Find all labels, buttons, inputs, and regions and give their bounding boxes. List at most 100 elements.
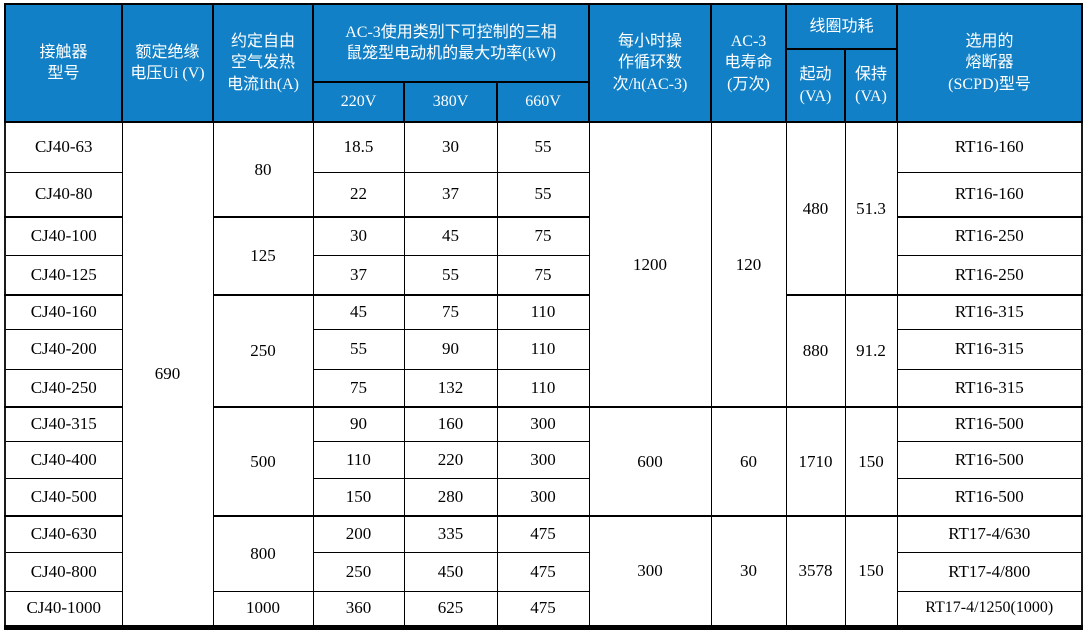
kw220-cell: 30: [312, 216, 405, 256]
fuse-cell: RT16-315: [896, 368, 1083, 408]
fuse-cell: RT16-500: [896, 477, 1083, 517]
coil-start-cell: 3578: [785, 515, 846, 628]
kw660-cell: 55: [496, 121, 590, 173]
model-cell: CJ40-63: [4, 121, 123, 173]
kw380-cell: 450: [403, 551, 498, 592]
table-row: CJ40-800 250 450 475 RT17-4/800: [4, 551, 1083, 592]
table-row: CJ40-160 250 45 75 110 880 91.2 RT16-315: [4, 294, 1083, 408]
ith-cell: 125: [212, 216, 314, 296]
model-cell: CJ40-100: [4, 216, 123, 256]
kw660-cell: 110: [496, 294, 590, 330]
kw660-cell: 55: [496, 171, 590, 218]
kw380-cell: 75: [403, 294, 498, 330]
ui-cell: 690: [121, 121, 214, 628]
model-cell: CJ40-500: [4, 477, 123, 517]
table-row: CJ40-500 150 280 300 RT16-500: [4, 477, 1083, 517]
kw380-cell: 625: [403, 590, 498, 628]
kw660-cell: 300: [496, 440, 590, 479]
ith-cell: 1000: [212, 590, 314, 628]
kw380-cell: 55: [403, 254, 498, 296]
kw380-cell: 37: [403, 171, 498, 218]
header-coil-start: 起动 (VA): [785, 48, 846, 123]
model-cell: CJ40-630: [4, 515, 123, 553]
kw220-cell: 200: [312, 515, 405, 553]
kw660-cell: 300: [496, 477, 590, 517]
header-rated-insulation-voltage: 额定绝缘 电压Ui (V): [121, 3, 214, 123]
model-cell: CJ40-160: [4, 294, 123, 330]
table-row: CJ40-125 37 55 75 RT16-250: [4, 254, 1083, 296]
kw220-cell: 37: [312, 254, 405, 296]
table-row: CJ40-1000 1000 360 625 475 RT17-4/1250(1…: [4, 590, 1083, 628]
header-ac3-max-power-group: AC-3使用类别下可控制的三相 鼠笼型电动机的最大功率(kW): [312, 3, 590, 83]
model-cell: CJ40-250: [4, 368, 123, 408]
cycles-cell: 1200: [588, 121, 712, 408]
coil-hold-cell: 51.3: [844, 121, 898, 296]
kw380-cell: 30: [403, 121, 498, 173]
ith-cell: 80: [212, 121, 314, 218]
kw220-cell: 18.5: [312, 121, 405, 173]
model-cell: CJ40-80: [4, 171, 123, 218]
table-row: CJ40-80 22 37 55 RT16-160: [4, 171, 1083, 218]
table-row: CJ40-63 690 80 18.5 30 55 1200 120 480 5…: [4, 121, 1083, 628]
model-cell: CJ40-200: [4, 328, 123, 370]
table-row: CJ40-315 500 90 160 300 600 60 1710 150 …: [4, 406, 1083, 517]
header-220v: 220V: [312, 81, 405, 123]
model-cell: CJ40-800: [4, 551, 123, 592]
kw380-cell: 45: [403, 216, 498, 256]
kw220-cell: 90: [312, 406, 405, 442]
table-row: CJ40-100 125 30 45 75 RT16-250: [4, 216, 1083, 296]
kw380-cell: 220: [403, 440, 498, 479]
model-cell: CJ40-1000: [4, 590, 123, 628]
ith-cell: 500: [212, 406, 314, 517]
fuse-cell: RT17-4/1250(1000): [896, 590, 1083, 628]
coil-start-cell: 480: [785, 121, 846, 296]
header-660v: 660V: [496, 81, 590, 123]
kw660-cell: 475: [496, 515, 590, 553]
model-cell: CJ40-315: [4, 406, 123, 442]
header-electrical-life: AC-3 电寿命 (万次): [710, 3, 787, 123]
coil-hold-cell: 150: [844, 406, 898, 517]
kw220-cell: 75: [312, 368, 405, 408]
contactor-spec-table: 接触器 型号 额定绝缘 电压Ui (V) 约定自由 空气发热 电流Ith(A) …: [4, 3, 1084, 630]
life-cell: 120: [710, 121, 787, 408]
header-fuse-scpd: 选用的 熔断器 (SCPD)型号: [896, 3, 1084, 123]
kw220-cell: 360: [312, 590, 405, 628]
kw380-cell: 160: [403, 406, 498, 442]
header-380v: 380V: [403, 81, 498, 123]
kw380-cell: 280: [403, 477, 498, 517]
kw220-cell: 110: [312, 440, 405, 479]
table-header: 接触器 型号 额定绝缘 电压Ui (V) 约定自由 空气发热 电流Ith(A) …: [4, 3, 1084, 123]
model-cell: CJ40-125: [4, 254, 123, 296]
kw380-cell: 132: [403, 368, 498, 408]
kw220-cell: 45: [312, 294, 405, 330]
kw380-cell: 90: [403, 328, 498, 370]
kw380-cell: 335: [403, 515, 498, 553]
table-body: CJ40-63 690 80 18.5 30 55 1200 120 480 5…: [4, 121, 1083, 628]
fuse-cell: RT16-315: [896, 328, 1083, 370]
kw660-cell: 475: [496, 590, 590, 628]
kw220-cell: 22: [312, 171, 405, 218]
kw660-cell: 75: [496, 216, 590, 256]
kw660-cell: 110: [496, 328, 590, 370]
ith-cell: 250: [212, 294, 314, 408]
fuse-cell: RT16-315: [896, 294, 1083, 330]
life-cell: 60: [710, 406, 787, 517]
header-model: 接触器 型号: [4, 3, 123, 123]
coil-start-cell: 880: [785, 294, 846, 408]
header-conventional-thermal-current: 约定自由 空气发热 电流Ith(A): [212, 3, 314, 123]
fuse-cell: RT16-500: [896, 440, 1083, 479]
header-coil-hold: 保持 (VA): [843, 48, 899, 123]
header-coil-consumption-group: 线圈功耗: [784, 3, 899, 50]
fuse-cell: RT16-250: [896, 216, 1083, 256]
kw220-cell: 150: [312, 477, 405, 517]
fuse-cell: RT17-4/630: [896, 515, 1083, 553]
coil-start-cell: 1710: [785, 406, 846, 517]
coil-hold-cell: 150: [844, 515, 898, 628]
table-row: CJ40-400 110 220 300 RT16-500: [4, 440, 1083, 479]
coil-hold-cell: 91.2: [844, 294, 898, 408]
table-row: CJ40-200 55 90 110 RT16-315: [4, 328, 1083, 370]
header-operating-cycles: 每小时操 作循环数 次/h(AC-3): [588, 3, 712, 123]
cycles-cell: 300: [588, 515, 712, 628]
fuse-cell: RT17-4/800: [896, 551, 1083, 592]
fuse-cell: RT16-160: [896, 171, 1083, 218]
